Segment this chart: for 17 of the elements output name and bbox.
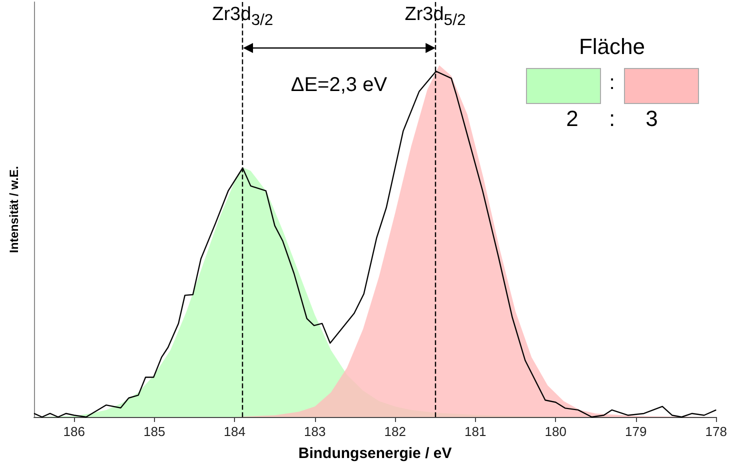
annotation: : <box>609 72 615 95</box>
ref-line-label: Zr3d$_{5/2}$ <box>404 4 466 30</box>
x-tick-label: 185 <box>144 424 166 439</box>
x-tick-label: 181 <box>464 424 486 439</box>
x-axis-title: Bindungsenergie / eV <box>298 445 452 462</box>
x-tick-label: 186 <box>63 424 85 439</box>
annotation: 2 : 3 <box>566 106 658 132</box>
ref-line-label: Zr3d$_{3/2}$ <box>212 4 274 30</box>
x-tick-label: 179 <box>625 424 647 439</box>
x-tick-label: 180 <box>544 424 566 439</box>
x-tick-label: 178 <box>705 424 728 439</box>
x-tick-label: 183 <box>304 424 326 439</box>
x-tick-label: 182 <box>384 424 406 439</box>
x-tick-label: 184 <box>224 424 246 439</box>
y-axis-title: Intensität / w.E. <box>7 166 21 253</box>
annotation: ΔE=2,3 eV <box>290 74 388 97</box>
text: Fläche <box>578 34 646 60</box>
